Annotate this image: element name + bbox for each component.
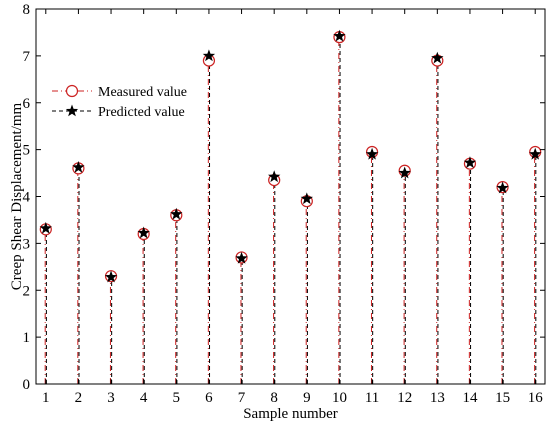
predicted-point <box>496 181 509 194</box>
predicted-point <box>137 226 150 239</box>
x-tick-label: 8 <box>270 390 278 406</box>
x-tick-label: 3 <box>107 390 115 406</box>
x-tick-label: 10 <box>332 390 347 406</box>
predicted-point <box>202 49 216 62</box>
predicted-stems <box>45 36 537 384</box>
x-tick-label: 2 <box>75 390 83 406</box>
legend-measured-marker <box>65 84 79 98</box>
predicted-point <box>104 270 118 283</box>
predicted-point <box>72 160 85 173</box>
predicted-point <box>170 207 183 220</box>
x-tick-label: 11 <box>365 390 379 406</box>
y-tick-label: 6 <box>23 96 31 112</box>
legend-measured-label: Measured value <box>98 85 187 100</box>
legend-predicted-label: Predicted value <box>98 105 185 120</box>
x-tick-label: 5 <box>173 390 181 406</box>
y-axis-ticks: 0 1 2 3 4 5 6 7 8 <box>23 2 545 393</box>
x-tick-label: 13 <box>430 390 445 406</box>
predicted-markers <box>39 29 542 283</box>
x-tick-label: 4 <box>140 390 148 406</box>
predicted-point <box>529 147 542 160</box>
predicted-point <box>235 251 248 264</box>
predicted-point <box>268 170 281 183</box>
y-tick-label: 3 <box>23 236 31 252</box>
x-axis-ticks: 1 2 3 4 5 6 7 8 9 10 11 12 13 14 15 16 <box>42 9 543 406</box>
y-tick-label: 5 <box>23 143 31 159</box>
plot-frame <box>35 8 546 385</box>
measured-markers <box>39 31 542 283</box>
y-tick-label: 0 <box>23 377 31 393</box>
predicted-point <box>431 51 444 64</box>
x-tick-label: 12 <box>397 390 412 406</box>
y-axis-title: Creep Shear Displacement/mm <box>9 102 25 290</box>
x-axis-title: Sample number <box>243 406 338 422</box>
y-tick-label: 4 <box>23 190 31 206</box>
x-tick-label: 15 <box>495 390 510 406</box>
x-tick-label: 1 <box>42 390 50 406</box>
predicted-point <box>463 156 477 169</box>
predicted-point <box>300 192 313 205</box>
measured-stems <box>44 37 536 384</box>
x-tick-label: 14 <box>462 390 478 406</box>
x-tick-label: 6 <box>205 390 213 406</box>
y-tick-label: 1 <box>23 330 31 346</box>
x-tick-label: 9 <box>303 390 311 406</box>
x-tick-label: 7 <box>238 390 246 406</box>
x-tick-label: 16 <box>528 390 544 406</box>
y-tick-label: 8 <box>23 2 31 18</box>
predicted-point <box>333 29 346 42</box>
legend-predicted-marker <box>65 104 79 117</box>
y-tick-label: 7 <box>23 49 31 65</box>
predicted-point <box>398 166 411 179</box>
legend: Measured value Predicted value <box>52 84 187 120</box>
predicted-point <box>365 147 379 160</box>
predicted-point <box>39 221 52 234</box>
y-tick-label: 2 <box>23 283 31 299</box>
